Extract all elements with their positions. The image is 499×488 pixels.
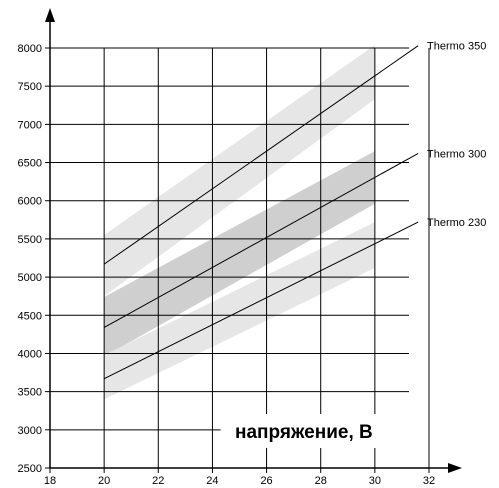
y-tick-label-5: 5000 bbox=[18, 272, 42, 284]
y-tick-label-2: 3500 bbox=[18, 387, 42, 399]
series-line-2 bbox=[103, 221, 419, 380]
series-line-1 bbox=[103, 152, 419, 328]
y-tick-label-8: 6500 bbox=[18, 158, 42, 170]
tolerance-bands bbox=[104, 44, 375, 400]
series-label-2: Thermo 230 bbox=[427, 217, 486, 229]
x-tick-label-3: 24 bbox=[206, 475, 218, 487]
y-tick-label-1: 3000 bbox=[18, 425, 42, 437]
y-tick-label-4: 4500 bbox=[18, 310, 42, 322]
x-axis-label: напряжение, В bbox=[235, 422, 373, 443]
y-tick-label-9: 7000 bbox=[18, 119, 42, 131]
x-tick-label-4: 26 bbox=[260, 475, 272, 487]
grid bbox=[50, 47, 430, 468]
y-axis-arrow bbox=[45, 8, 55, 22]
tick-labels: 2500 3000 3500 4000 4500 5000 5500 6000 6500 7000… bbox=[18, 43, 436, 487]
y-tick-label-0: 2500 bbox=[18, 463, 42, 475]
xlabel-background bbox=[230, 414, 426, 448]
series-label-1: Thermo 300 bbox=[427, 148, 486, 160]
y-tick-label-3: 4000 bbox=[18, 348, 42, 360]
band-1 bbox=[104, 151, 375, 357]
x-tick-label-0: 18 bbox=[44, 475, 56, 487]
y-tick-label-6: 5500 bbox=[18, 234, 42, 246]
x-tick-label-6: 30 bbox=[369, 475, 381, 487]
x-axis-arrow bbox=[448, 463, 462, 473]
x-tick-label-1: 20 bbox=[98, 475, 110, 487]
series-lines bbox=[103, 45, 419, 380]
y-tick-label-11: 8000 bbox=[18, 43, 42, 55]
x-tick-label-2: 22 bbox=[152, 475, 164, 487]
y-tick-label-10: 7500 bbox=[18, 81, 42, 93]
series-labels: Thermo 350 Thermo 300 Thermo 230 bbox=[427, 41, 486, 229]
axes bbox=[45, 8, 462, 473]
x-tick-label-5: 28 bbox=[315, 475, 327, 487]
y-tick-label-7: 6000 bbox=[18, 196, 42, 208]
series-line-0 bbox=[103, 45, 419, 265]
series-label-0: Thermo 350 bbox=[427, 41, 486, 53]
x-tick-label-7: 32 bbox=[423, 475, 435, 487]
